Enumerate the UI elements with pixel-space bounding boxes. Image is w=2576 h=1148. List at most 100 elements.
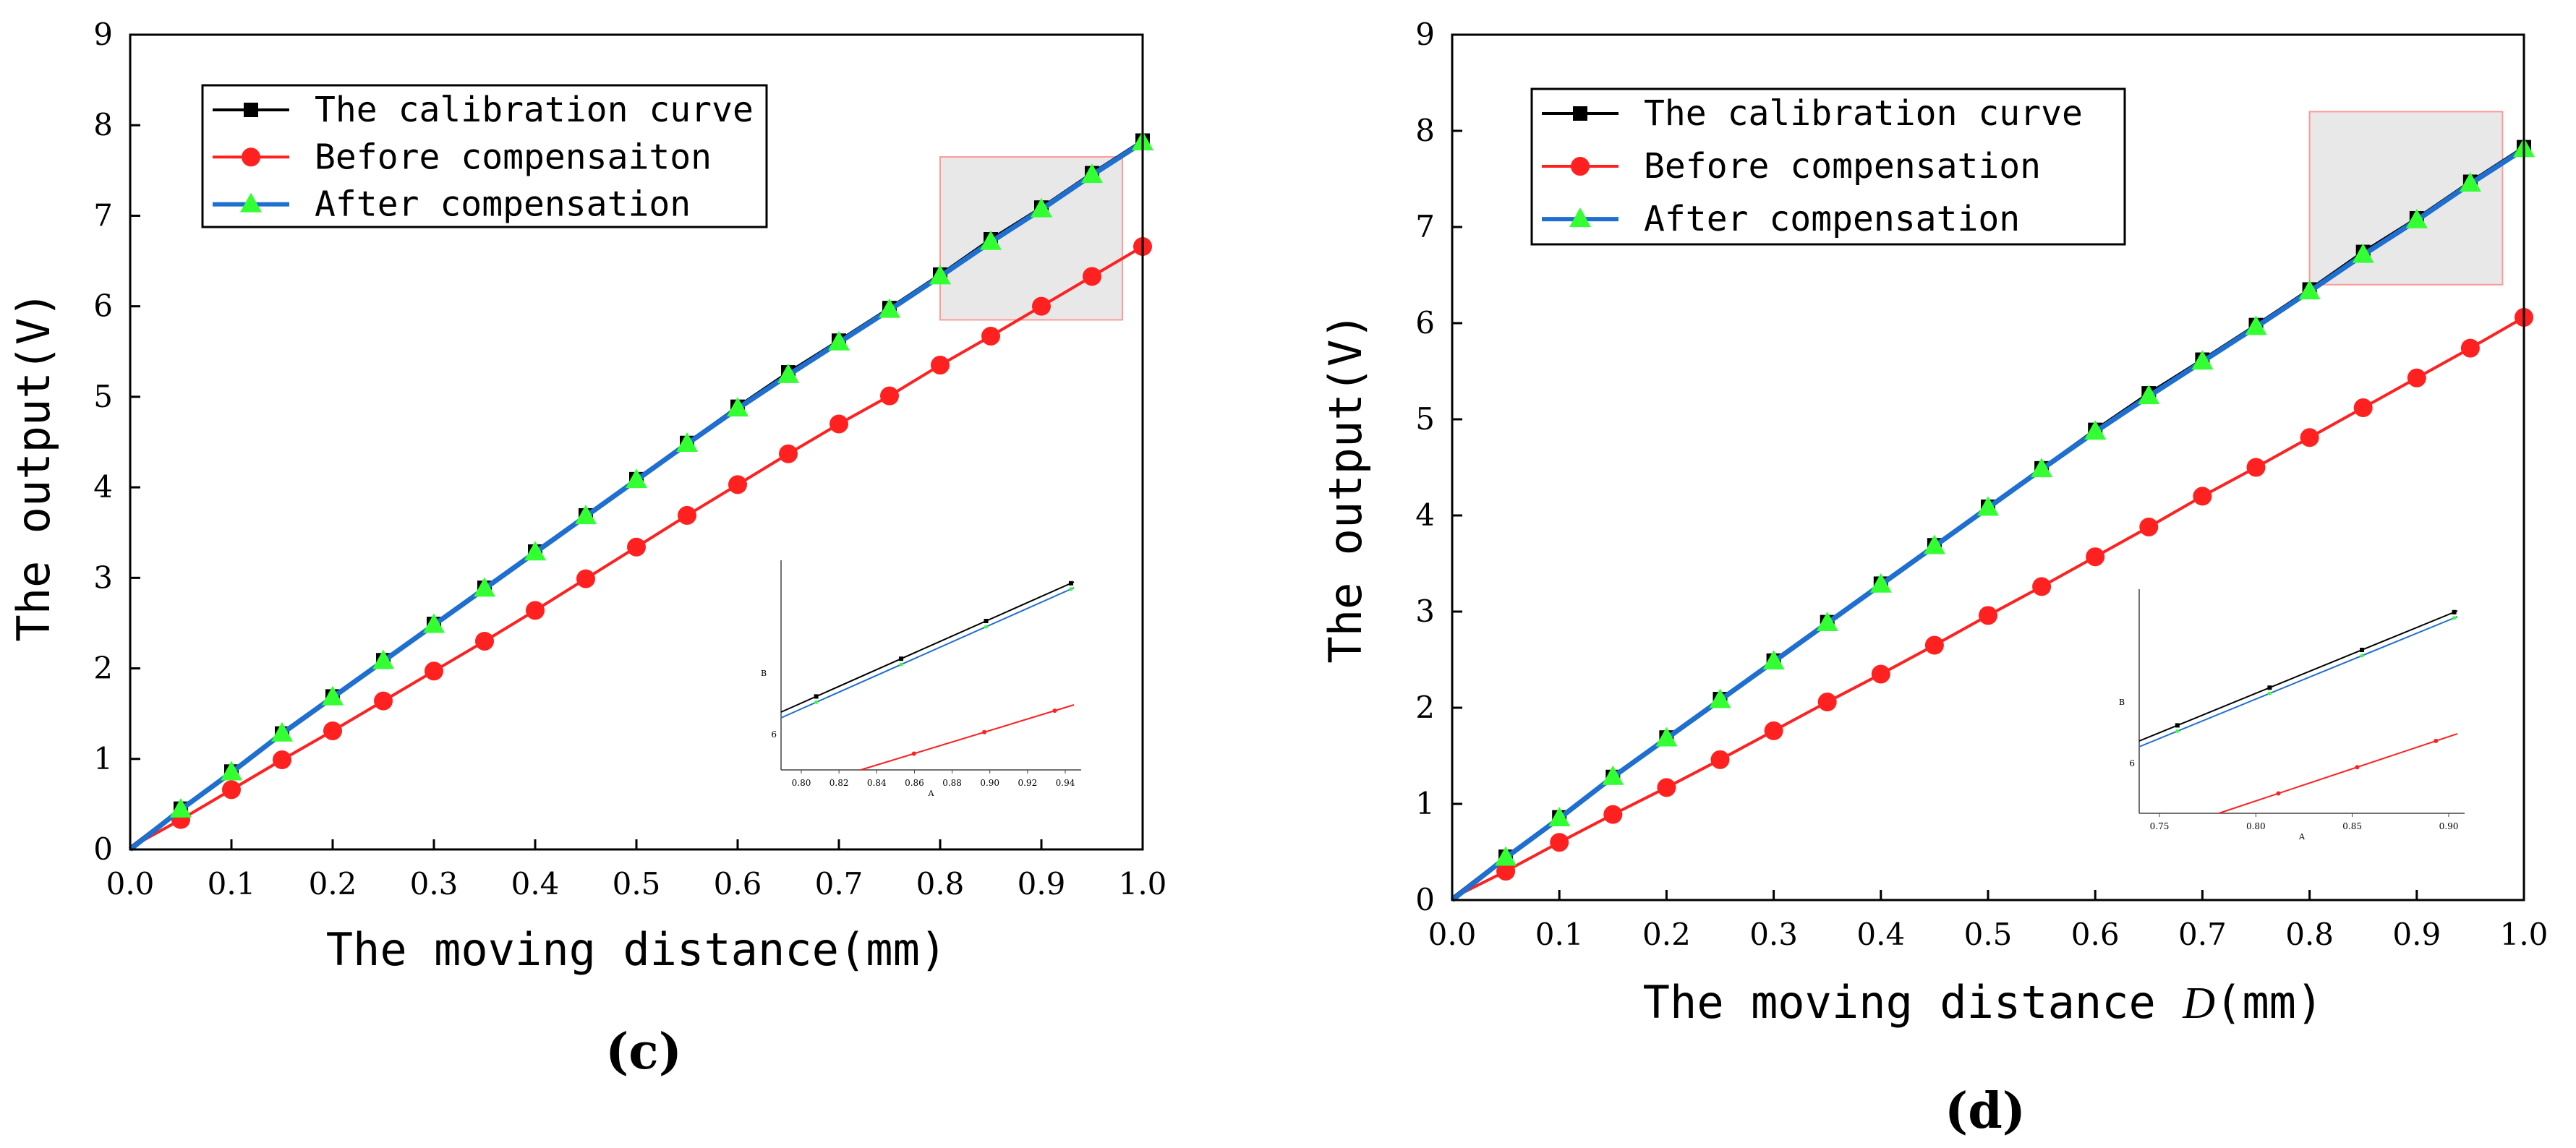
inset-point-after xyxy=(2175,729,2180,733)
point-before xyxy=(728,475,747,494)
inset-point-calibration xyxy=(2360,648,2364,652)
inset-point-calibration xyxy=(814,694,819,699)
point-before xyxy=(526,601,545,620)
inset-x-tick-label: 0.84 xyxy=(867,778,887,788)
legend-marker-before xyxy=(1571,157,1590,176)
point-after xyxy=(2245,315,2267,335)
point-before xyxy=(374,691,393,711)
panel-d-zoom-region xyxy=(2308,111,2504,286)
panel-c-inset: 0.80 0.82 0.84 0.86 0.88 0.90 0.92 0.94 A B 6 xyxy=(761,560,1081,798)
inset-x-tick-label: 0.80 xyxy=(792,778,811,788)
point-before xyxy=(222,780,241,800)
panel-d-x-axis-title-unit: (mm) xyxy=(2215,976,2323,1029)
point-after xyxy=(1031,197,1052,218)
point-after xyxy=(2352,243,2374,263)
point-before xyxy=(1083,267,1101,286)
point-before xyxy=(475,631,494,651)
inset-point-before xyxy=(2276,791,2281,796)
panel-d-series xyxy=(1450,137,2535,902)
point-after xyxy=(2459,172,2481,192)
point-before xyxy=(576,569,595,588)
panel-d-ticks: 0.0 0.1 0.2 0.3 0.4 0.5 0.6 0.7 0.8 0.9 1.0 0 1 2 3 4 5 6… xyxy=(1415,17,2548,952)
panel-d-x-axis-title: The moving distance D(mm) xyxy=(1643,976,2324,1029)
y-tick-label: 9 xyxy=(93,17,113,52)
x-tick-label: 0.9 xyxy=(1018,866,1066,901)
point-after xyxy=(777,363,799,383)
point-after xyxy=(1495,846,1517,866)
point-before xyxy=(1924,635,1944,655)
legend-box xyxy=(1530,87,2126,246)
inset-point-calibration xyxy=(899,656,904,661)
zoom-rect xyxy=(939,156,1123,321)
y-tick-label: 8 xyxy=(93,107,113,142)
point-after xyxy=(1762,650,1785,670)
x-tick-label: 0.1 xyxy=(1535,917,1584,952)
point-after xyxy=(1709,688,1731,708)
x-tick-label: 0.9 xyxy=(2392,917,2441,952)
point-after xyxy=(423,613,445,633)
point-before xyxy=(1764,721,1783,740)
y-tick-label: 2 xyxy=(93,651,113,686)
inset-point-calibration xyxy=(984,619,989,623)
panel-d-inset: 0.75 0.80 0.85 0.90 A B 6 xyxy=(2119,589,2465,841)
inset-point-before xyxy=(911,751,916,756)
inset-x-tick-label: 0.90 xyxy=(980,778,999,788)
y-tick-label: 1 xyxy=(93,741,113,776)
legend-box xyxy=(201,84,768,228)
point-after xyxy=(372,649,394,669)
point-after xyxy=(1923,534,1945,554)
legend-label-calibration: The calibration curve xyxy=(315,90,754,130)
inset-point-after xyxy=(2267,691,2272,695)
inset-x-tick-label: 0.88 xyxy=(942,778,962,788)
point-after xyxy=(170,797,192,818)
point-before xyxy=(2460,338,2480,358)
point-before xyxy=(1496,862,1516,881)
panel-c-legend: The calibration curve Before compensaiton… xyxy=(201,84,768,228)
inset-y-axis-title: B xyxy=(2119,698,2125,707)
panel-c-series xyxy=(128,131,1153,852)
point-before xyxy=(2300,428,2319,447)
inset-line-before xyxy=(860,704,1075,771)
point-before xyxy=(2086,547,2105,567)
point-before xyxy=(323,721,342,740)
panel-c-y-axis-title: The output(V) xyxy=(7,291,60,641)
inset-y-tick-label: 6 xyxy=(771,729,777,740)
legend-label-calibration: The calibration curve xyxy=(1644,93,2083,134)
inset-x-tick-label: 0.82 xyxy=(829,778,849,788)
point-before xyxy=(2139,517,2159,536)
point-before xyxy=(678,505,696,525)
inset-point-after xyxy=(2452,616,2457,620)
panel-d-x-axis-title-var: D xyxy=(2182,979,2215,1028)
point-after xyxy=(2405,208,2428,228)
point-after xyxy=(1816,611,1838,631)
point-before xyxy=(2407,368,2426,387)
inset-point-after xyxy=(984,625,988,629)
inset-x-axis-title: A xyxy=(928,789,935,798)
inset-point-before xyxy=(1052,708,1057,714)
point-after xyxy=(980,230,1002,250)
inset-point-before xyxy=(982,729,987,734)
x-tick-label: 0.8 xyxy=(2285,917,2334,952)
point-after xyxy=(1869,573,1892,593)
point-before xyxy=(1550,833,1569,852)
inset-line-after xyxy=(2138,616,2458,748)
x-tick-label: 0.5 xyxy=(1964,917,2013,952)
x-tick-label: 0.3 xyxy=(1749,917,1798,952)
point-after xyxy=(1602,765,1624,785)
point-before xyxy=(931,356,950,375)
point-after xyxy=(2298,280,2321,300)
x-tick-label: 0.4 xyxy=(1856,917,1905,952)
inset-point-after xyxy=(1069,587,1073,591)
legend-label-after: After compensation xyxy=(1644,199,2020,239)
y-tick-label: 5 xyxy=(1415,401,1435,437)
panel-c-x-axis-title: The moving distance(mm) xyxy=(326,923,947,976)
point-after xyxy=(322,685,344,706)
legend-label-before: Before compensaiton xyxy=(315,137,712,177)
panel-d-x-axis-title-text: The moving distance xyxy=(1643,976,2183,1029)
y-tick-label: 7 xyxy=(93,197,113,233)
inset-line-calibration xyxy=(2138,610,2458,742)
y-tick-label: 4 xyxy=(93,469,113,505)
legend-marker-after xyxy=(1569,207,1591,228)
inset-line-before xyxy=(2218,733,2458,814)
